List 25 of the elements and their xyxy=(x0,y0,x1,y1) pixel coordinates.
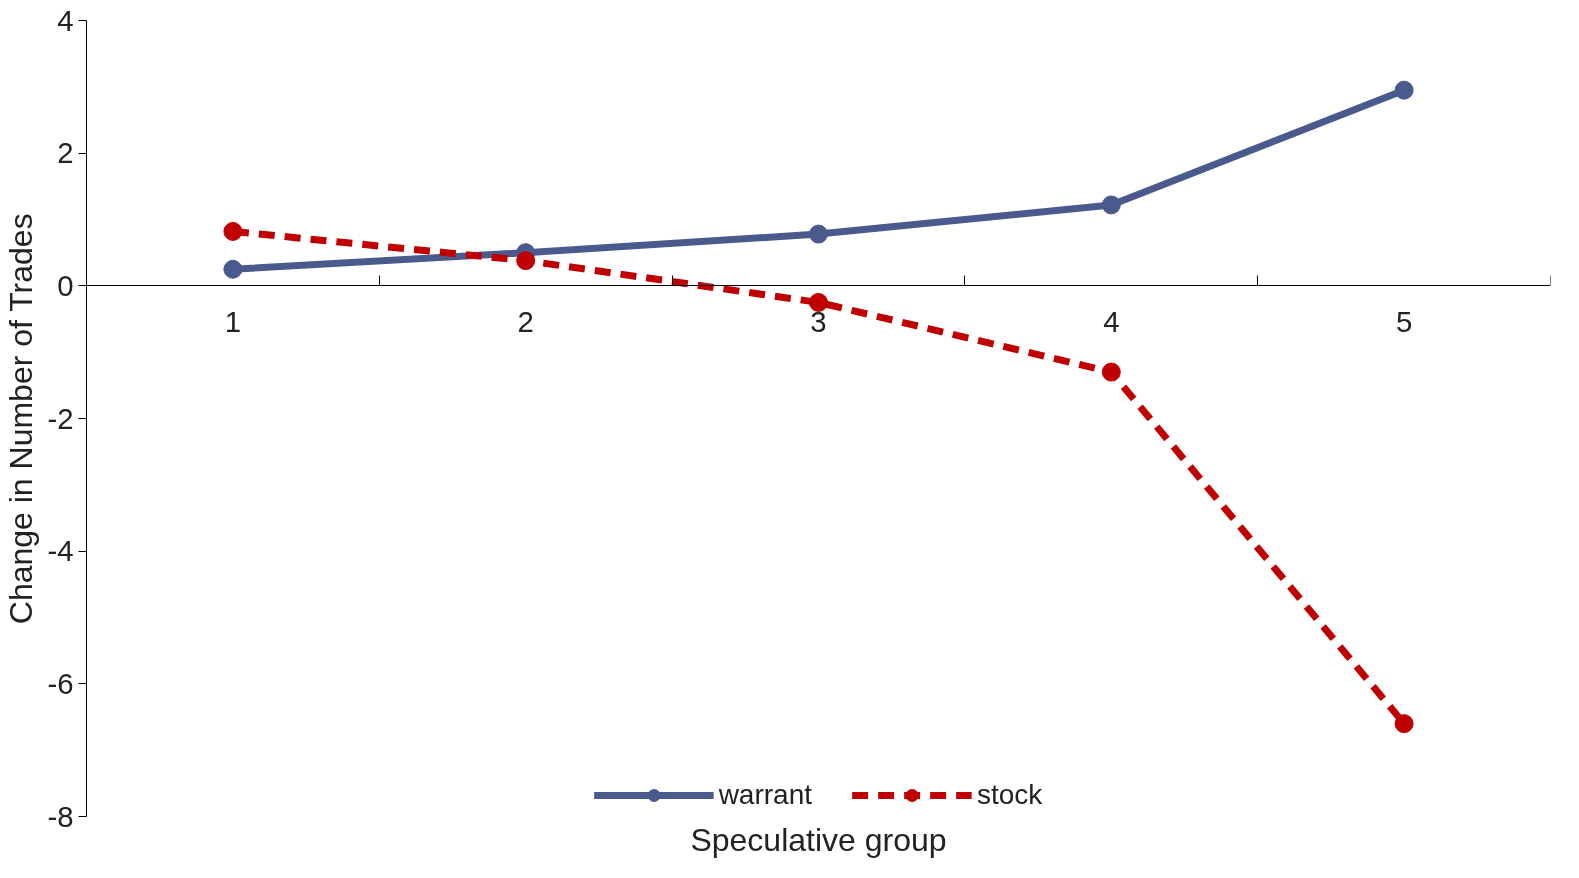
point xyxy=(809,292,828,312)
point xyxy=(516,251,536,271)
y-tick-label: 4 xyxy=(57,3,74,37)
point xyxy=(1101,362,1121,382)
x-tick-label: 3 xyxy=(810,304,827,338)
y-tick-label: -8 xyxy=(47,799,74,833)
x-tick-label: 2 xyxy=(517,304,534,338)
point xyxy=(1394,80,1414,100)
y-axis-title: Change in Number of Trades xyxy=(3,213,40,625)
x-tick-label: 4 xyxy=(1103,304,1120,338)
x-tick-label: 1 xyxy=(224,304,242,338)
y-tick-label: 0 xyxy=(57,268,74,302)
point xyxy=(223,259,243,279)
y-tick-label: -6 xyxy=(47,666,74,700)
legend-label: stock xyxy=(977,779,1043,811)
y-tick-label: -2 xyxy=(47,401,74,435)
y-tick-label: -4 xyxy=(47,534,74,568)
legend-label: warrant xyxy=(718,779,813,811)
y-tick-label: 2 xyxy=(57,136,74,170)
point xyxy=(1394,714,1414,734)
point xyxy=(1101,195,1121,215)
point xyxy=(809,224,828,244)
point xyxy=(223,221,243,241)
x-tick-label: 5 xyxy=(1395,304,1413,338)
x-axis-title: Speculative group xyxy=(690,821,947,858)
